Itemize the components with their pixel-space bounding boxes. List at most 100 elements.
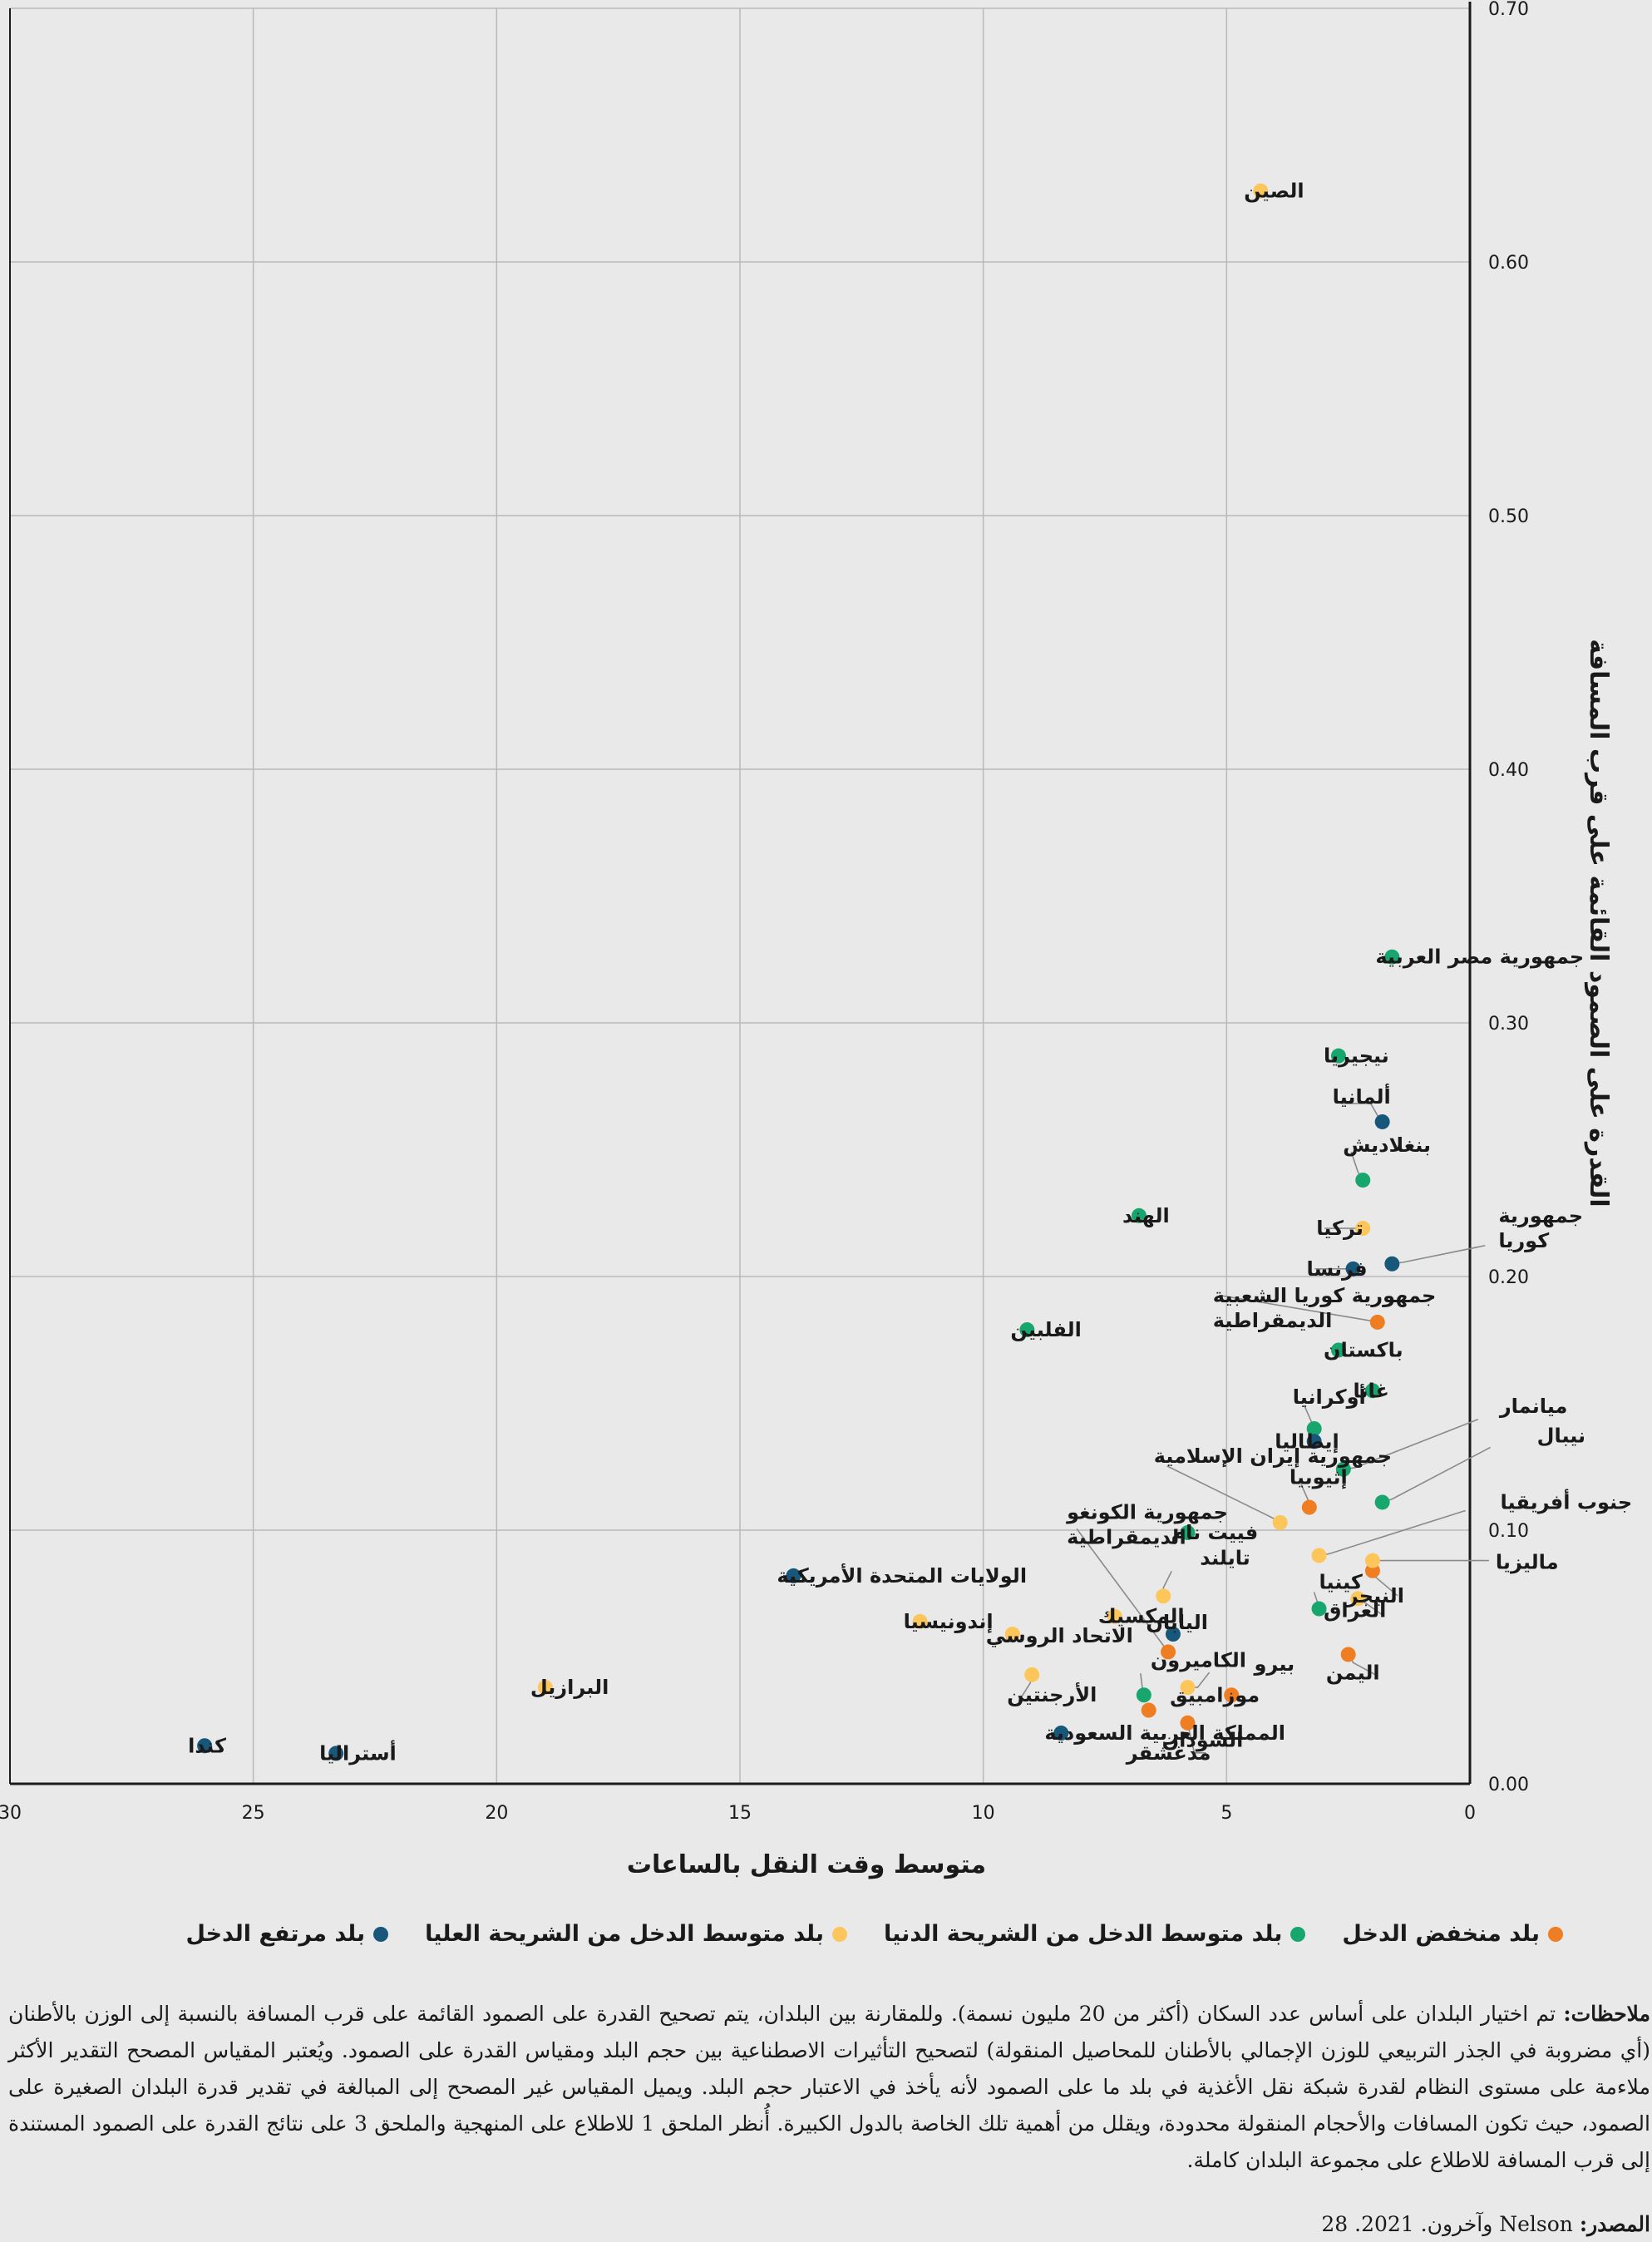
point-label: أستراليا	[319, 1740, 397, 1765]
x-axis-title: متوسط وقت النقل بالساعات	[627, 1850, 986, 1879]
point-label-line: جمهورية	[1498, 1204, 1583, 1227]
data-point	[1335, 1461, 1351, 1477]
data-point	[1024, 1667, 1040, 1682]
data-point	[1272, 1514, 1288, 1530]
label-connector	[1392, 1244, 1486, 1265]
point-label: الفلبين	[1010, 1318, 1082, 1341]
point-label-line: جمهورية كوريا الشعبية	[1213, 1284, 1437, 1307]
data-point	[1355, 1173, 1371, 1188]
y-tick-label: 0.40	[1488, 760, 1529, 781]
legend-item-lower-middle: بلد متوسط الدخل من الشريحة الدنيا	[884, 1921, 1306, 1947]
data-point	[1180, 1525, 1196, 1541]
data-point	[1340, 1647, 1356, 1662]
point-label: تركيا	[1316, 1217, 1364, 1240]
legend-item-upper-middle: بلد متوسط الدخل من الشريحة العليا	[425, 1921, 848, 1947]
point-label: مدغشقر	[1126, 1741, 1211, 1765]
data-point	[1330, 1342, 1346, 1358]
x-tick-label: 20	[485, 1803, 508, 1824]
data-point	[1004, 1627, 1020, 1642]
point-label: جمهورية مصر العربية	[1375, 946, 1584, 969]
point-label: السودان	[1162, 1729, 1244, 1752]
point-label: المملكة العربية السعودية	[1044, 1721, 1285, 1745]
label-connector	[1319, 1509, 1466, 1557]
data-point	[328, 1746, 344, 1761]
point-label: فييت نام	[1171, 1521, 1259, 1544]
data-point	[1253, 183, 1269, 199]
point-label: ألمانيا	[1333, 1084, 1391, 1109]
data-point	[1311, 1601, 1327, 1617]
legend-dot-lower-middle	[1290, 1926, 1306, 1942]
point-label-line: الديمقراطية	[1213, 1309, 1333, 1332]
data-point	[1306, 1434, 1322, 1449]
point-label: جنوب أفريقيا	[1501, 1489, 1633, 1514]
data-point	[1355, 1221, 1371, 1237]
point-label: الولايات المتحدة الأمريكية	[777, 1563, 1027, 1588]
data-point	[1384, 1256, 1400, 1272]
point-label: ميانمار	[1499, 1395, 1568, 1418]
data-point	[1131, 1207, 1147, 1223]
legend-item-high-income: بلد مرتفع الدخل	[186, 1921, 389, 1947]
point-label: إثيوبيا	[1290, 1466, 1348, 1489]
data-point	[1107, 1608, 1122, 1624]
point-label: المكسيك	[1098, 1605, 1185, 1628]
data-points	[197, 183, 1400, 1761]
point-labels: جمهورية كوريا الشعبية الديمقراطية إثيوبيا ا…	[188, 180, 1632, 1765]
notes-text: تم اختيار البلدان على أساس عدد السكان (أ…	[8, 2002, 1650, 2172]
point-label: غانا	[1353, 1379, 1388, 1402]
x-tick-label: 15	[728, 1803, 752, 1824]
data-point	[1224, 1687, 1240, 1703]
point-label: اليمن	[1326, 1661, 1380, 1684]
y-tick-label: 0.10	[1488, 1521, 1529, 1542]
y-tick-label: 0.60	[1488, 253, 1529, 274]
data-point	[1053, 1726, 1069, 1741]
point-label: ماليزيا	[1496, 1551, 1559, 1574]
point-label: اليابان	[1146, 1611, 1208, 1634]
grid-lines	[9, 7, 1470, 1784]
x-tick-label: 10	[972, 1803, 995, 1824]
data-point	[1350, 1591, 1366, 1607]
data-point	[1364, 1383, 1380, 1399]
data-point	[1141, 1702, 1156, 1718]
legend-dot-low-income	[1548, 1926, 1563, 1942]
point-label: جمهورية إيران الإسلامية	[1154, 1444, 1392, 1468]
point-label: أوكرانيا	[1293, 1384, 1366, 1409]
data-point	[1369, 1314, 1385, 1330]
x-tick-label: 5	[1221, 1803, 1232, 1824]
data-point	[1374, 1494, 1390, 1510]
y-axis-title: القدرة على الصمود القائمة على قرب المساف…	[1584, 639, 1613, 1207]
point-label: بيرو	[1254, 1652, 1295, 1676]
legend-label-high-income: بلد مرتفع الدخل	[185, 1921, 366, 1947]
point-label: نيجيريا	[1324, 1044, 1389, 1068]
data-point	[1311, 1548, 1327, 1563]
data-point	[1165, 1627, 1181, 1642]
data-point	[1136, 1687, 1151, 1703]
point-label: نيبال	[1537, 1424, 1585, 1447]
legend-item-low-income: بلد منخفض الدخل	[1342, 1921, 1563, 1947]
y-tick-label: 0.00	[1488, 1775, 1529, 1795]
x-tick-label: 25	[242, 1803, 265, 1824]
point-label: جمهورية كوريا الشعبية الديمقراطية	[1213, 1284, 1437, 1332]
source-text: Nelson وآخرون. 2021. 28	[1321, 2212, 1573, 2236]
data-point	[1301, 1499, 1317, 1515]
x-tick-label: 30	[0, 1803, 22, 1824]
point-label: كينيا	[1319, 1571, 1363, 1594]
point-label: الصين	[1244, 180, 1304, 203]
point-label: باكستان	[1324, 1338, 1403, 1361]
data-point	[1374, 1114, 1390, 1129]
data-point	[1384, 949, 1400, 965]
chart-notes: ملاحظات: تم اختيار البلدان على أساس عدد …	[8, 1996, 1650, 2179]
legend-dot-high-income	[373, 1926, 389, 1942]
data-point	[197, 1738, 213, 1754]
point-label: جمهورية الكونغو الديمقراطية	[1066, 1500, 1228, 1548]
x-tick-label: 0	[1464, 1803, 1476, 1824]
legend-label-upper-middle: بلد متوسط الدخل من الشريحة العليا	[425, 1921, 825, 1947]
point-label: الأرجنتين	[1007, 1682, 1097, 1706]
point-label: تايلند	[1200, 1546, 1250, 1569]
notes-label: ملاحظات:	[1563, 2002, 1650, 2026]
source-label: المصدر:	[1579, 2212, 1650, 2236]
data-point	[1019, 1322, 1035, 1338]
axes: 30 25 20 15 10 5 0 0.00 0.10 0.20 0.30 0.40 0.50 0.60…	[0, 0, 1529, 1824]
point-label: فرنسا	[1307, 1257, 1368, 1281]
data-point	[912, 1613, 928, 1629]
scatter-chart: 30 25 20 15 10 5 0 0.00 0.10 0.20 0.30 0.40 0.50 0.60…	[0, 0, 1632, 1879]
